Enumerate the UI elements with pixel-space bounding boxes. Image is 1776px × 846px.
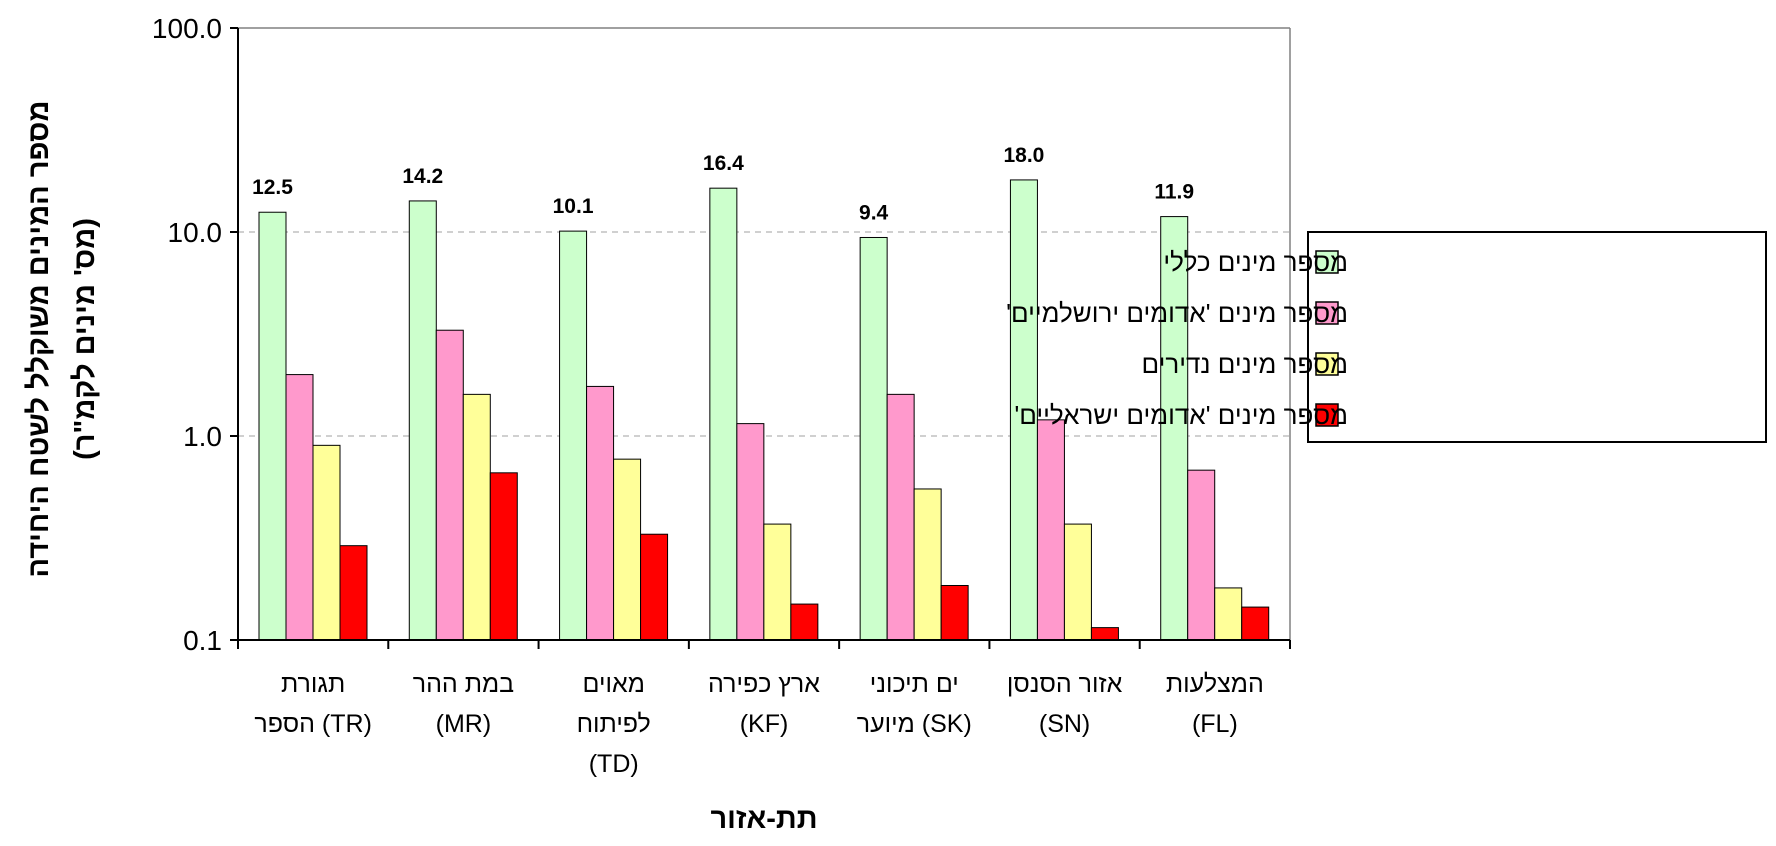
bar — [913, 488, 942, 641]
bar — [940, 584, 969, 641]
bar — [489, 472, 518, 641]
bar — [859, 236, 888, 641]
bar — [736, 423, 765, 641]
legend-label: מספר מינים 'אדומים ישראליים' — [1014, 400, 1348, 430]
y-tick-label: 0.1 — [183, 625, 222, 656]
legend-label: מספר מינים נדירים — [1142, 349, 1349, 379]
y-tick-label: 1.0 — [183, 421, 222, 452]
bar — [709, 187, 738, 641]
bar — [586, 385, 615, 641]
data-label: 11.9 — [1154, 181, 1194, 204]
x-tick-label: המצלעות (FL) — [1166, 670, 1264, 738]
legend-swatch — [1315, 403, 1339, 427]
data-label: 18.0 — [1003, 144, 1044, 167]
bar — [1063, 523, 1092, 641]
labels: 12.5 14.2 10.1 16.4 9.4 18.0 11.9 0.1 1.0 10.0 100… — [23, 13, 1264, 835]
y-tick-label: 10.0 — [168, 217, 223, 248]
data-label: 12.5 — [252, 176, 293, 199]
bar — [1214, 587, 1243, 641]
x-tick-label: תגורת הספר (TR) — [254, 670, 372, 738]
bar — [763, 523, 792, 641]
legend: מספר מינים כללי מספר מינים 'אדומים ירושלמ… — [1006, 231, 1767, 443]
bar — [408, 200, 437, 641]
x-tick-label: ים תיכוני מיוער (SK) — [857, 670, 972, 738]
bar — [790, 603, 819, 641]
bars — [258, 179, 1270, 641]
legend-label: מספר מינים 'אדומים ירושלמיים' — [1006, 298, 1348, 328]
legend-swatch — [1315, 352, 1339, 376]
bar — [1036, 419, 1065, 641]
x-tick-label: מאוים לפיתוח (TD) — [577, 670, 651, 778]
x-axis-title: תת-אזור — [710, 803, 817, 835]
legend-box — [1307, 231, 1767, 443]
bar — [312, 444, 341, 641]
y-axis-title: מספר המינים משוקלל לשטח היחידה (מס' מינים… — [23, 101, 101, 578]
y-tick-label: 100.0 — [152, 13, 222, 44]
bar — [1009, 179, 1038, 641]
axes — [230, 27, 1291, 649]
bar — [886, 393, 915, 641]
bar — [285, 374, 314, 641]
bar — [462, 393, 491, 641]
bar — [339, 545, 368, 641]
legend-swatch — [1315, 250, 1339, 274]
data-label: 10.1 — [553, 195, 594, 218]
bar — [559, 230, 588, 641]
x-tick-label: ארץ כפירה (KF) — [708, 670, 820, 738]
bar — [1187, 469, 1216, 641]
bar — [640, 533, 669, 641]
legend-label: מספר מינים כללי — [1163, 247, 1348, 277]
data-label: 14.2 — [402, 165, 443, 188]
data-label: 9.4 — [859, 201, 889, 224]
bar — [1241, 606, 1270, 641]
bar — [613, 458, 642, 641]
bar — [435, 329, 464, 641]
bar — [258, 211, 287, 641]
x-tick-label: במת ההר (MR) — [413, 670, 514, 738]
bar — [1090, 627, 1119, 641]
legend-swatch — [1315, 301, 1339, 325]
data-label: 16.4 — [703, 152, 744, 175]
x-tick-label: אזור הסנסן (SN) — [1007, 670, 1123, 738]
